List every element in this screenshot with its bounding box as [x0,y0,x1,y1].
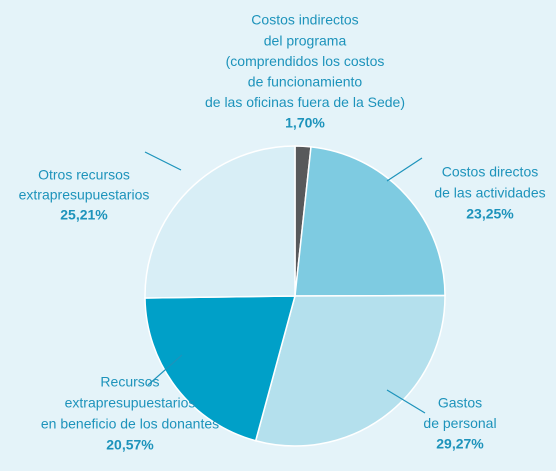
pie-slice [144,295,296,442]
slice-label: de las oficinas fuera de la Sede) [205,94,405,110]
leader-line [147,354,183,386]
slice-value-label: 29,27% [436,436,484,452]
slice-value-label: 23,25% [466,206,514,222]
slice-label: Costos directos [442,164,538,180]
slice-value-label: 20,57% [106,437,154,453]
leader-line [144,151,182,171]
slice-label: de funcionamiento [248,74,363,90]
slice-label: de personal [423,415,496,431]
pie-slice [294,146,446,297]
slice-label: (comprendidos los costos [226,53,385,69]
pie-slice [254,294,446,447]
slice-label: de las actividades [434,185,545,201]
slice-label: extrapresupuestarios [65,395,196,411]
pie-slice [144,145,296,299]
slice-label: Otros recursos [38,167,130,183]
slice-label: del programa [264,32,347,48]
leader-line [386,389,426,414]
slice-label: Costos indirectos [251,12,358,28]
slice-value-label: 1,70% [285,115,325,131]
slice-value-label: 25,21% [60,207,108,223]
slice-label: en beneficio de los donantes [41,416,219,432]
slice-label: Recursos [100,374,159,390]
slice-label: extrapresupuestarios [19,187,150,203]
slice-label: Gastos [438,395,482,411]
leader-line [386,157,423,182]
